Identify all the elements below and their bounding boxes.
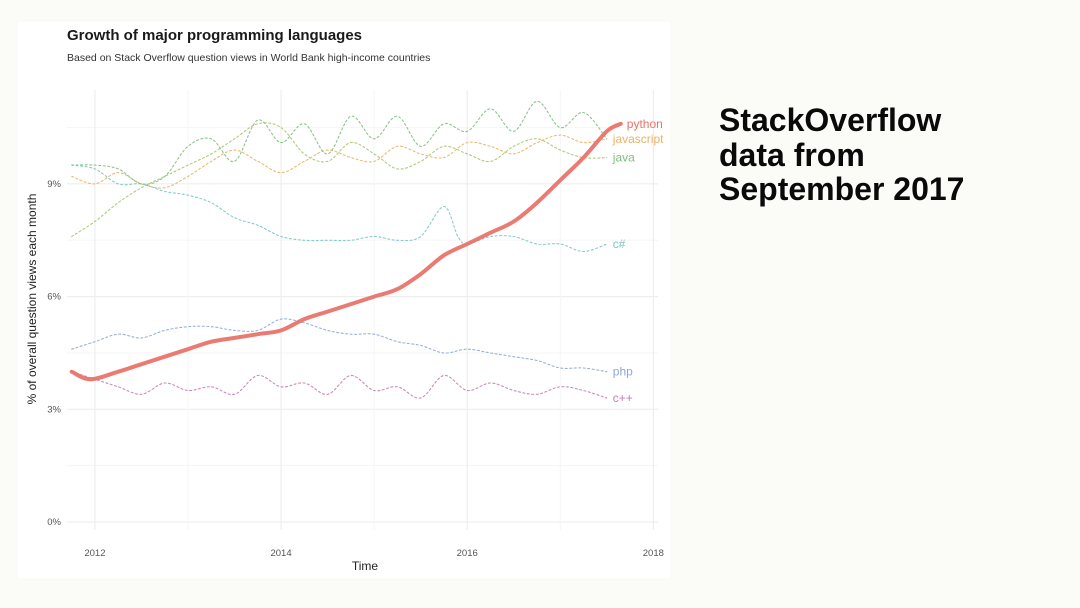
- y-axis-title: % of overall question views each month: [25, 194, 39, 405]
- slide-heading: StackOverflow data from September 2017: [719, 103, 1049, 207]
- grid-lines: [67, 90, 658, 530]
- y-tick-label: 9%: [47, 179, 61, 190]
- y-tick-label: 6%: [47, 292, 61, 303]
- chart-title: Growth of major programming languages: [67, 27, 362, 44]
- series-line-javascript: [72, 135, 607, 188]
- series-line-c: [72, 372, 607, 399]
- series-line-java: [72, 123, 607, 237]
- series-label-c-: c#: [613, 237, 626, 251]
- series-label-python: python: [627, 117, 663, 131]
- y-tick-label: 3%: [47, 404, 61, 415]
- axis-ticks: 0% 3% 6% 9% 2012 2014 2016 2018: [47, 179, 664, 559]
- series-line-java-seasonal: [72, 101, 607, 184]
- series-label-javascript: javascript: [612, 132, 664, 146]
- series-line-python: [72, 124, 621, 379]
- chart-card: python javascript java c# php c++ 0% 3% 6% 9% 201…: [18, 22, 670, 578]
- series-line-php: [72, 319, 607, 372]
- series-label-c-: c++: [613, 391, 633, 405]
- x-axis-title: Time: [352, 559, 379, 573]
- series-label-php: php: [613, 365, 633, 379]
- x-tick-label: 2012: [84, 548, 105, 559]
- y-tick-label: 0%: [47, 517, 61, 528]
- series-label-java: java: [612, 151, 635, 165]
- x-tick-label: 2018: [643, 548, 664, 559]
- series-lines: [72, 101, 621, 398]
- series-line-c: [72, 165, 607, 251]
- chart-subtitle: Based on Stack Overflow question views i…: [67, 52, 430, 64]
- x-tick-label: 2016: [457, 548, 478, 559]
- x-tick-label: 2014: [270, 548, 291, 559]
